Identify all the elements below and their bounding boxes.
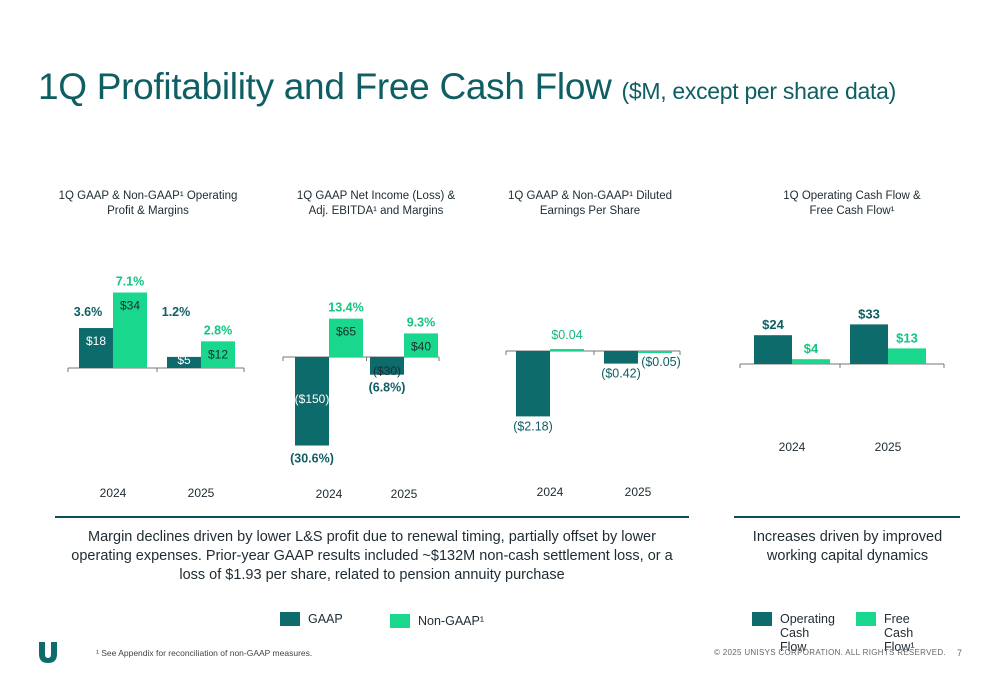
chart-2-margin-label: 13.4% (328, 301, 363, 315)
chart-1-data-label: $18 (86, 334, 106, 348)
chart-2-data-label: ($150) (295, 392, 330, 406)
chart-4-data-label: $33 (858, 306, 880, 321)
legend-swatch-gaap (280, 612, 300, 626)
chart-2-title: Adj. EBITDA¹ and Margins (309, 205, 444, 217)
chart-2-margin-label: (30.6%) (290, 452, 334, 466)
chart-4-bar-gaap (850, 324, 888, 364)
note-left: Margin declines driven by lower L&S prof… (71, 529, 673, 583)
chart-2-margin-label: (6.8%) (369, 381, 406, 395)
chart-1-data-label: $34 (120, 299, 140, 313)
legend-fcf: Free Cash Flow¹ (856, 612, 940, 654)
chart-2-data-label: ($30) (373, 364, 401, 378)
chart-4-data-label: $13 (896, 330, 918, 345)
chart-3-bar-non-gaap (638, 351, 672, 353)
chart-1-category-label: 2024 (100, 486, 127, 500)
unisys-logo-icon (39, 642, 57, 663)
chart-1-margin-label: 3.6% (74, 305, 103, 319)
chart-3-title: Earnings Per Share (540, 205, 640, 217)
chart-2-category-label: 2024 (316, 487, 343, 501)
legend-swatch-non-gaap (390, 614, 410, 628)
footnote: ¹ See Appendix for reconciliation of non… (96, 648, 313, 658)
chart-3-data-label: ($2.18) (513, 419, 553, 433)
chart-1-bar-gaap (167, 356, 201, 368)
copyright: © 2025 UNISYS CORPORATION. ALL RIGHTS RE… (714, 648, 946, 657)
chart-4-category-label: 2025 (875, 440, 902, 454)
chart-4-title: Free Cash Flow¹ (810, 205, 895, 217)
chart-3-bar-gaap (604, 351, 638, 364)
page-number: 7 (956, 648, 962, 658)
chart-1-bar-non-gaap (113, 292, 147, 368)
chart-2-bar-gaap (370, 357, 404, 375)
chart-2-bar-non-gaap (329, 318, 363, 357)
chart-3-bar-non-gaap (550, 349, 584, 351)
legend-non-gaap: Non-GAAP¹ (390, 614, 484, 628)
chart-4-bar-non-gaap (792, 359, 830, 364)
legend-ocf: Operating Cash Flow (752, 612, 838, 654)
chart-3-data-label: ($0.05) (641, 355, 681, 369)
chart-4-bar-non-gaap (888, 348, 926, 364)
chart-3-bar-gaap (516, 351, 550, 417)
page-title: 1Q Profitability and Free Cash Flow ($M,… (38, 66, 896, 108)
chart-1-data-label: $12 (208, 347, 228, 361)
chart-2-bar-non-gaap (404, 333, 438, 357)
chart-1-margin-label: 7.1% (116, 275, 145, 289)
chart-4-data-label: $4 (804, 341, 819, 356)
chart-1-bar-non-gaap (201, 341, 235, 368)
chart-3-category-label: 2024 (537, 485, 564, 499)
chart-1-data-label: $5 (177, 353, 191, 367)
legend-label-gaap: GAAP (308, 612, 343, 626)
legend-swatch-ocf (752, 612, 772, 626)
chart-2-bar-gaap (295, 357, 329, 446)
legend-label-non-gaap: Non-GAAP¹ (418, 614, 484, 628)
legend-label-ocf: Operating Cash Flow (780, 612, 835, 654)
chart-1-category-label: 2025 (188, 486, 215, 500)
chart-4-title: 1Q Operating Cash Flow & (783, 190, 921, 202)
chart-3-data-label: ($0.42) (601, 367, 641, 381)
note-right: Increases driven by improved working cap… (752, 529, 943, 564)
chart-1-margin-label: 1.2% (162, 305, 191, 319)
chart-1-bar-gaap (79, 328, 113, 368)
chart-2-category-label: 2025 (391, 487, 418, 501)
legend-label-fcf: Free Cash Flow¹ (884, 612, 915, 654)
chart-1-margin-label: 2.8% (204, 323, 233, 337)
chart-3-title: 1Q GAAP & Non-GAAP¹ Diluted (508, 190, 672, 202)
chart-2-data-label: $65 (336, 325, 356, 339)
chart-3-category-label: 2025 (625, 485, 652, 499)
chart-4-category-label: 2024 (779, 440, 806, 454)
separator-left (55, 516, 689, 518)
chart-1-title: Profit & Margins (107, 205, 189, 217)
title-main: 1Q Profitability and Free Cash Flow (38, 66, 612, 107)
chart-2-title: 1Q GAAP Net Income (Loss) & (297, 190, 456, 202)
chart-2-margin-label: 9.3% (407, 315, 436, 329)
chart-2-data-label: $40 (411, 339, 431, 353)
charts-area: 1Q GAAP & Non-GAAP¹ Operating Profit & Ma… (59, 190, 945, 501)
chart-4-bar-gaap (754, 335, 792, 364)
separator-right (734, 516, 960, 518)
chart-4-data-label: $24 (762, 317, 784, 332)
title-sub: ($M, except per share data) (621, 78, 897, 104)
legend-gaap: GAAP (280, 612, 343, 626)
chart-3-data-label: $0.04 (551, 328, 582, 342)
chart-1-title: 1Q GAAP & Non-GAAP¹ Operating (59, 190, 238, 202)
legend-swatch-fcf (856, 612, 876, 626)
